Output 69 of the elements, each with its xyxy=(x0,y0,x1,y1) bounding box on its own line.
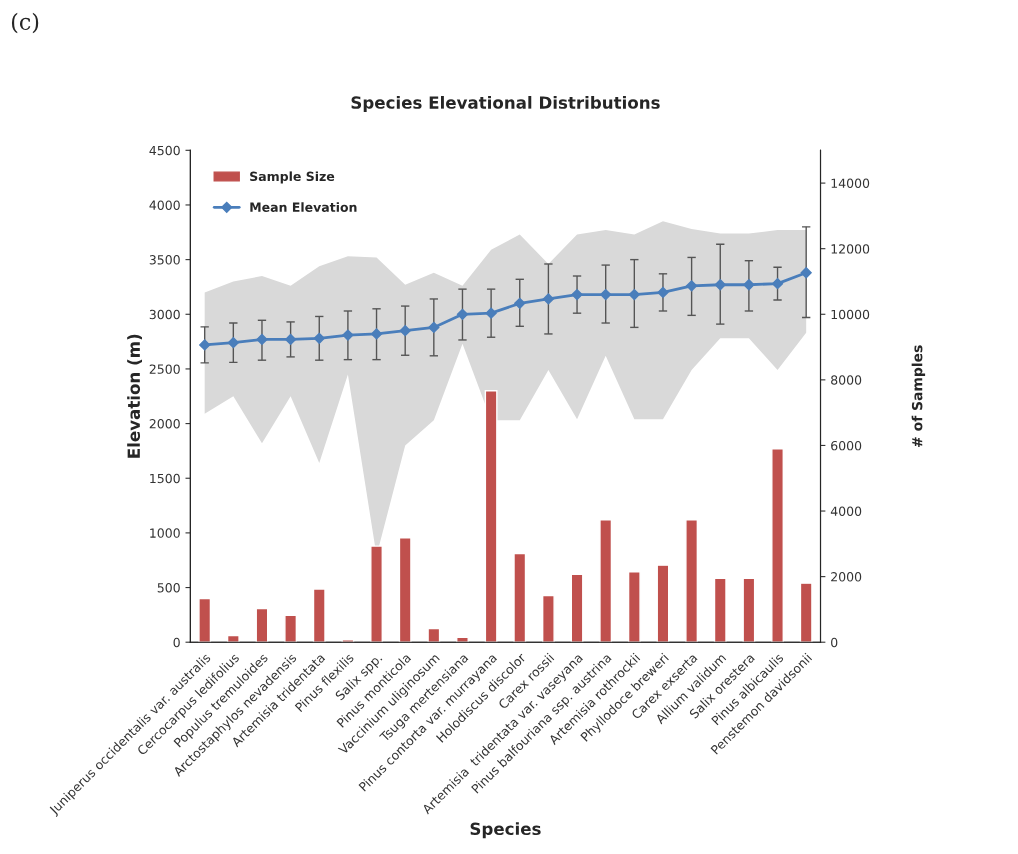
point xyxy=(542,293,555,305)
bar xyxy=(570,573,584,643)
bar xyxy=(484,389,498,643)
text: (c) xyxy=(11,12,39,34)
point xyxy=(771,278,784,290)
bar xyxy=(627,571,641,643)
point xyxy=(313,332,325,344)
point xyxy=(800,267,812,279)
y2-tick-label: 10000 xyxy=(831,309,870,320)
bar xyxy=(427,627,441,643)
chart-title: Species Elevational Distributions xyxy=(351,95,660,113)
point xyxy=(399,325,411,337)
point xyxy=(514,297,526,309)
point xyxy=(714,279,726,291)
y-tick-label: 3000 xyxy=(149,309,180,320)
point xyxy=(485,307,497,319)
y2-tick-label: 4000 xyxy=(830,506,862,516)
bar xyxy=(370,545,383,643)
y-tick-label: 4500 xyxy=(149,145,180,156)
y2-tick-label: 14000 xyxy=(831,178,870,189)
bar xyxy=(341,639,355,643)
legend-label: Mean Elevation xyxy=(250,202,357,212)
bar xyxy=(255,607,269,643)
point xyxy=(600,288,612,301)
bar xyxy=(456,636,469,643)
y-tick-label: 2000 xyxy=(149,419,180,429)
y-tick-label: 1000 xyxy=(150,528,180,538)
y-tick-label: 4000 xyxy=(149,200,180,210)
y-tick-label: 2500 xyxy=(149,364,180,374)
y2-tick-label: 8000 xyxy=(831,375,862,385)
point xyxy=(342,329,354,341)
y2-tick-label: 2000 xyxy=(831,572,862,582)
point xyxy=(628,288,640,301)
point xyxy=(686,280,698,292)
point xyxy=(256,333,268,346)
point xyxy=(428,321,440,333)
x-axis-title: Species xyxy=(470,822,541,839)
bar xyxy=(713,577,727,643)
y-tick-label: 0 xyxy=(173,637,180,648)
bar xyxy=(599,519,613,643)
point xyxy=(456,308,469,320)
bar xyxy=(312,588,326,643)
point xyxy=(227,337,239,349)
point xyxy=(571,288,583,301)
bar xyxy=(226,634,240,643)
bar xyxy=(513,552,527,643)
bar xyxy=(198,597,212,643)
y-tick-label: 1500 xyxy=(150,473,180,484)
bar xyxy=(656,564,670,643)
bar xyxy=(771,448,784,643)
point xyxy=(285,333,297,346)
y-tick-label: 500 xyxy=(157,583,180,593)
point xyxy=(657,286,669,299)
y2-axis-title: # of Samples xyxy=(911,345,926,447)
bar xyxy=(398,537,412,643)
legend-label: Sample Size xyxy=(250,171,335,184)
point xyxy=(370,328,383,340)
bar xyxy=(284,614,298,643)
bar xyxy=(742,577,756,643)
y2-tick-label: 0 xyxy=(831,637,838,648)
bar xyxy=(541,594,555,643)
y2-tick-label: 6000 xyxy=(831,440,862,451)
y2-tick-label: 12000 xyxy=(831,244,870,254)
point xyxy=(743,279,755,291)
y-tick-label: 3500 xyxy=(149,255,180,265)
point xyxy=(199,339,211,351)
bar xyxy=(799,582,813,643)
bar xyxy=(685,519,699,643)
y-axis-title: Elevation (m) xyxy=(127,334,143,458)
